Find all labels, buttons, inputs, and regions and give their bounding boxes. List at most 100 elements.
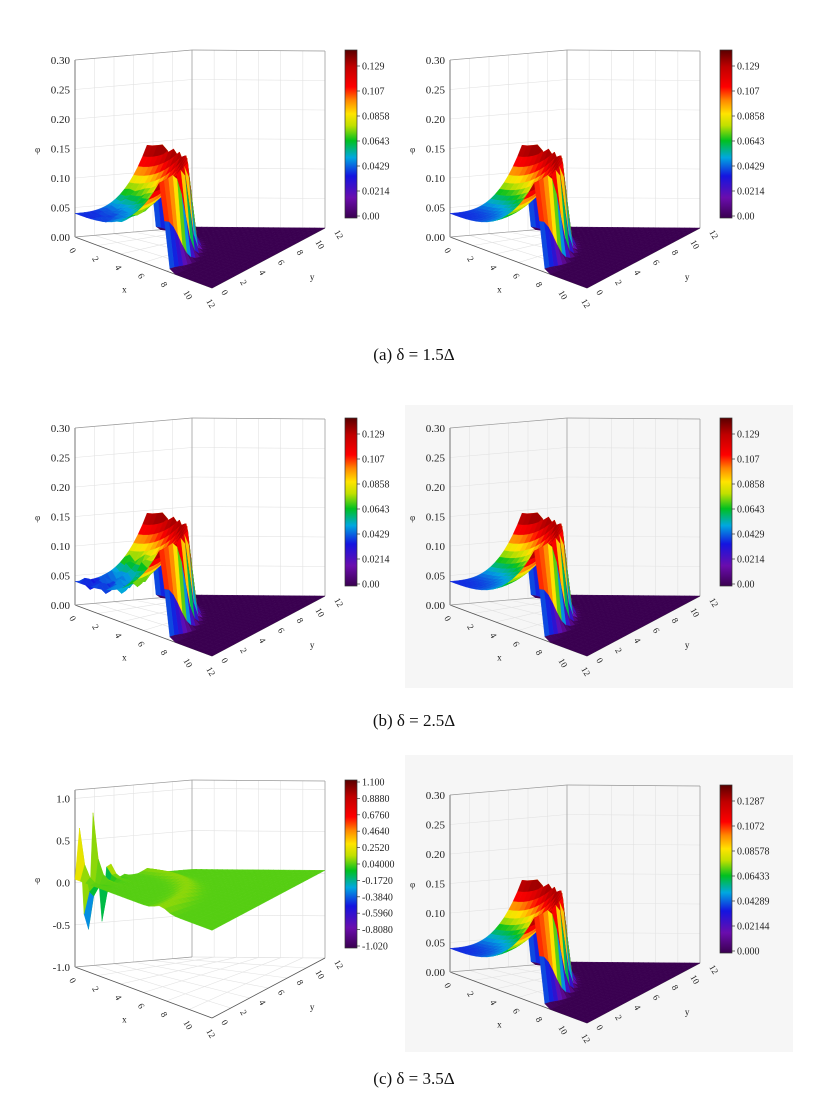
x-tick-label: 4	[488, 263, 499, 272]
gridline	[566, 902, 701, 905]
y-tick-label: 2	[613, 278, 624, 287]
gridline	[566, 565, 701, 567]
gridline	[191, 476, 326, 479]
colorbar-gradient	[719, 784, 733, 954]
gridline	[566, 476, 701, 479]
gridline	[449, 873, 568, 884]
y-tick-label: 8	[295, 248, 306, 257]
y-axis-line	[211, 957, 326, 1019]
box-edge	[74, 956, 193, 968]
y-tick-label: 10	[688, 238, 701, 251]
gridline	[74, 79, 193, 90]
gridline	[449, 843, 568, 855]
colorbar-tick-label: 0.04000	[362, 860, 395, 871]
x-tick-label: 2	[90, 985, 101, 994]
colorbar-tick-label: 0.107	[362, 87, 385, 98]
gridline	[74, 506, 193, 517]
colorbar-gradient	[344, 779, 358, 949]
surface	[74, 812, 326, 931]
colorbar-tick-label: 0.1287	[737, 797, 765, 808]
x-tick-label: 10	[556, 657, 569, 670]
z-tick-label: 0.30	[426, 423, 446, 435]
surface-plot-a-right: 0.00 0.05 0.10 0.15 0.20 0.25 0.30 0 2 4 6 8 10 12 0 2 4…	[405, 40, 785, 325]
colorbar-tick-label: 0.129	[362, 430, 385, 441]
colorbar-tick-label: 0.1072	[737, 822, 765, 833]
x-tick-label: 6	[136, 1002, 147, 1011]
x-tick-label: 2	[465, 990, 476, 999]
caption-c: (c) δ = 3.5Δ	[373, 1069, 455, 1088]
y-tick-label: 4	[257, 268, 268, 277]
gridline	[191, 830, 326, 832]
x-tick-label: 4	[113, 263, 124, 272]
x-tick-label: 8	[159, 1010, 170, 1019]
gridline	[566, 447, 701, 449]
x-tick-label: 2	[90, 255, 101, 264]
colorbar-tick-label: -0.1720	[362, 876, 393, 887]
z-tick-label: -1.0	[53, 962, 71, 974]
y-tick-label: 4	[632, 1003, 643, 1012]
surface	[449, 512, 701, 657]
z-axis-label: φ	[35, 513, 40, 523]
gridline	[449, 476, 568, 488]
z-axis-label: φ	[35, 145, 40, 155]
gridline	[74, 138, 193, 149]
y-tick-label: 12	[332, 228, 345, 241]
gridline	[172, 958, 307, 969]
y-tick-label: 2	[613, 646, 624, 655]
colorbar-tick-label: 0.107	[737, 87, 760, 98]
z-tick-label: 0.05	[426, 571, 446, 583]
x-tick-label: 10	[181, 1019, 194, 1032]
z-tick-label: 0.30	[426, 55, 446, 67]
z-tick-label: 0.15	[426, 144, 446, 156]
gridline	[449, 447, 568, 458]
box-edge	[74, 417, 193, 429]
colorbar-tick-label: 0.129	[362, 62, 385, 73]
z-tick-label: 0.20	[426, 482, 446, 494]
gridline	[566, 138, 701, 140]
z-axis-label: φ	[35, 875, 40, 885]
y-tick-label: 0	[594, 288, 605, 297]
y-tick-label: 8	[670, 616, 681, 625]
colorbar-tick-label: 1.100	[362, 778, 385, 789]
z-tick-label: 0.0	[56, 878, 70, 890]
tick-labels: 0.000.050.100.150.200.250.30024681012024…	[35, 423, 345, 678]
gridline	[566, 843, 701, 846]
surface	[449, 144, 701, 289]
y-tick-label: 0	[219, 656, 230, 665]
y-tick-label: 8	[295, 978, 306, 987]
surface-plot-svg: 0.000.050.100.150.200.250.30024681012024…	[410, 417, 765, 678]
y-tick-label: 2	[613, 1013, 624, 1022]
y-tick-label: 12	[332, 958, 345, 971]
colorbar-tick-label: -0.3840	[362, 892, 393, 903]
y-tick-label: 2	[238, 646, 249, 655]
gridline	[74, 788, 193, 799]
colorbar: 0.129 0.107 0.0858 0.0643 0.0429 0.0214 0.00	[719, 49, 765, 223]
gridline	[566, 506, 701, 508]
z-tick-label: 0.10	[426, 541, 446, 553]
x-tick-label: 8	[159, 648, 170, 657]
x-tick-label: 8	[534, 1015, 545, 1024]
x-tick-label: 12	[579, 1032, 592, 1045]
surface-patch	[206, 283, 217, 289]
gridline	[191, 138, 326, 140]
colorbar-tick-label: 0.0214	[362, 555, 390, 566]
y-tick-label: 8	[670, 983, 681, 992]
y-tick-label: 0	[594, 1023, 605, 1032]
z-tick-label: 0.30	[51, 423, 71, 435]
colorbar-tick-label: 0.0643	[362, 505, 390, 516]
colorbar-tick-label: 0.2520	[362, 843, 390, 854]
z-tick-label: 0.05	[51, 571, 71, 583]
z-tick-label: 0.10	[426, 908, 446, 920]
x-tick-label: 10	[556, 289, 569, 302]
box-edge	[566, 417, 701, 420]
y-tick-label: 4	[257, 998, 268, 1007]
surface	[74, 512, 326, 657]
y-tick-label: 10	[688, 606, 701, 619]
z-tick-label: 0.00	[51, 600, 71, 612]
x-tick-label: 4	[488, 998, 499, 1007]
colorbar-tick-label: 0.02144	[737, 922, 770, 933]
x-tick-label: 0	[442, 246, 453, 255]
z-tick-label: 1.0	[56, 793, 70, 805]
x-tick-label: 0	[442, 981, 453, 990]
y-tick-label: 12	[707, 228, 720, 241]
